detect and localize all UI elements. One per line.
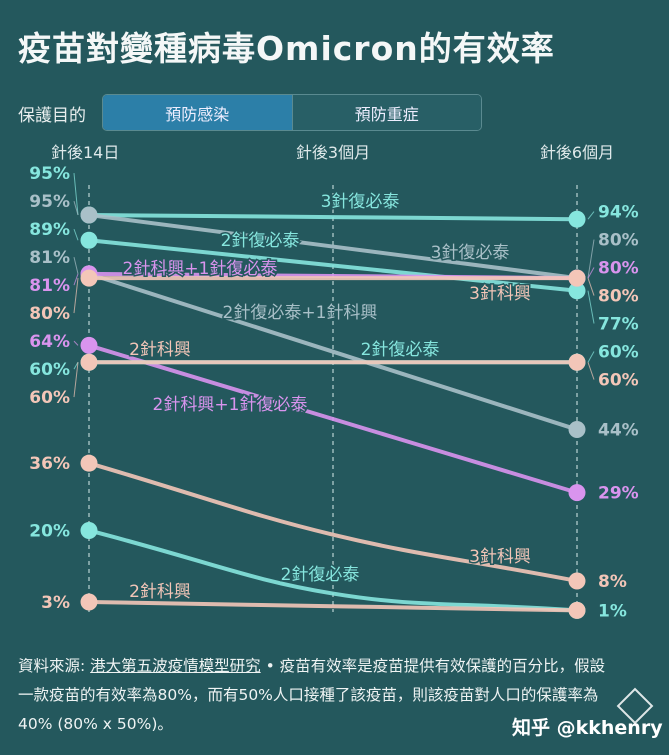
tab-prevent-severe[interactable]: 預防重症: [291, 95, 481, 130]
leader-line: [73, 361, 79, 370]
right-value-label: 60%: [598, 371, 639, 391]
data-point: [568, 484, 586, 502]
data-point: [568, 572, 586, 590]
right-value-label: 60%: [598, 343, 639, 363]
left-value-label: 3%: [41, 593, 70, 613]
data-point: [80, 269, 98, 287]
leader-line: [587, 277, 595, 296]
series-line: [87, 213, 579, 281]
left-value-label: 95%: [29, 164, 70, 184]
tab-prevent-infection[interactable]: 預防感染: [103, 95, 292, 130]
data-point: [568, 421, 586, 439]
series-label: 2針科興: [129, 582, 191, 602]
data-point: [568, 210, 586, 228]
leader-line: [73, 256, 79, 275]
right-value-label: 80%: [598, 231, 639, 251]
x-tick-label: 針後14日: [51, 143, 119, 162]
series-label: 3針復必泰: [431, 243, 510, 263]
right-value-label: 80%: [598, 259, 639, 279]
data-point: [80, 231, 98, 249]
series-label: 3針復必泰: [321, 192, 400, 212]
leader-line: [73, 340, 79, 346]
data-point: [80, 593, 98, 611]
leader-line: [587, 290, 595, 324]
right-value-label: 44%: [598, 421, 639, 441]
leader-line: [587, 362, 595, 380]
series-label: 2針復必泰: [281, 565, 360, 585]
data-point: [80, 336, 98, 354]
data-point: [80, 206, 98, 224]
left-value-label: 81%: [29, 248, 70, 268]
data-point: [568, 269, 586, 287]
series-label: 2針復必泰+1針科興: [223, 303, 378, 323]
left-value-label: 20%: [29, 521, 70, 541]
left-value-label: 60%: [29, 388, 70, 408]
series-line: [87, 213, 579, 222]
source-label: 資料來源:: [18, 657, 91, 675]
series-label: 3針科興: [469, 284, 531, 304]
left-value-label: 89%: [29, 220, 70, 240]
leader-line: [587, 239, 595, 279]
series-label: 2針科興: [129, 340, 191, 360]
left-value-label: 64%: [29, 332, 70, 352]
data-point: [568, 601, 586, 619]
right-value-label: 94%: [598, 203, 639, 223]
series-label: 2針復必泰: [361, 340, 440, 360]
series-line: [87, 528, 579, 613]
x-tick-label: 針後6個月: [540, 143, 614, 162]
right-value-label: 1%: [598, 601, 627, 621]
leader-line: [587, 351, 595, 363]
data-point: [80, 454, 98, 472]
right-value-label: 8%: [598, 572, 627, 592]
footer-note: 資料來源: 港大第五波疫情模型研究 • 疫苗有效率是疫苗提供有效保護的百分比，假…: [18, 652, 618, 739]
series-label: 2針復必泰: [221, 231, 300, 251]
series-line: [87, 271, 579, 432]
protection-purpose-toggle: 預防感染 預防重症: [102, 94, 482, 131]
series-line: [87, 461, 579, 583]
right-value-label: 77%: [598, 315, 639, 335]
left-value-label: 81%: [29, 276, 70, 296]
leader-line: [587, 211, 595, 220]
series-label: 2針科興+1針復必泰: [123, 259, 278, 279]
series-line: [87, 238, 579, 293]
leader-line: [73, 362, 79, 398]
series-label: 3針科興: [469, 547, 531, 567]
page-title: 疫苗對變種病毒Omicron的有效率: [18, 29, 555, 68]
bullet: •: [260, 657, 280, 675]
leader-line: [73, 200, 79, 216]
left-value-label: 60%: [29, 360, 70, 380]
watermark: 知乎 @kkhenry: [512, 717, 663, 739]
left-value-label: 95%: [29, 192, 70, 212]
series-line: [87, 600, 579, 613]
footer-text: 疫苗有效率是疫苗提供有效保護的百分比，假設一款疫苗的有效率為80%，而有50%人…: [18, 657, 606, 733]
data-point: [80, 521, 98, 539]
series-line: [87, 343, 579, 495]
leader-line: [73, 273, 79, 286]
leader-line: [587, 267, 595, 279]
x-tick-label: 針後3個月: [296, 143, 370, 162]
right-value-label: 29%: [598, 484, 639, 504]
toggle-label: 保護目的: [18, 106, 86, 126]
data-point: [568, 282, 586, 300]
left-value-label: 36%: [29, 454, 70, 474]
slope-chart: 針後14日 針後3個月 針後6個月 3針復必泰 3針復必泰 2針復必泰 2針復必泰+1針科興…: [29, 143, 639, 621]
right-value-label: 80%: [598, 287, 639, 307]
data-point: [568, 353, 586, 371]
leader-line: [73, 228, 79, 241]
left-value-label: 80%: [29, 304, 70, 324]
leader-line: [73, 173, 79, 216]
leader-line: [73, 278, 79, 314]
series-label: 2針科興+1針復必泰: [153, 395, 308, 415]
source-link[interactable]: 港大第五波疫情模型研究: [90, 657, 261, 675]
data-point: [80, 353, 98, 371]
